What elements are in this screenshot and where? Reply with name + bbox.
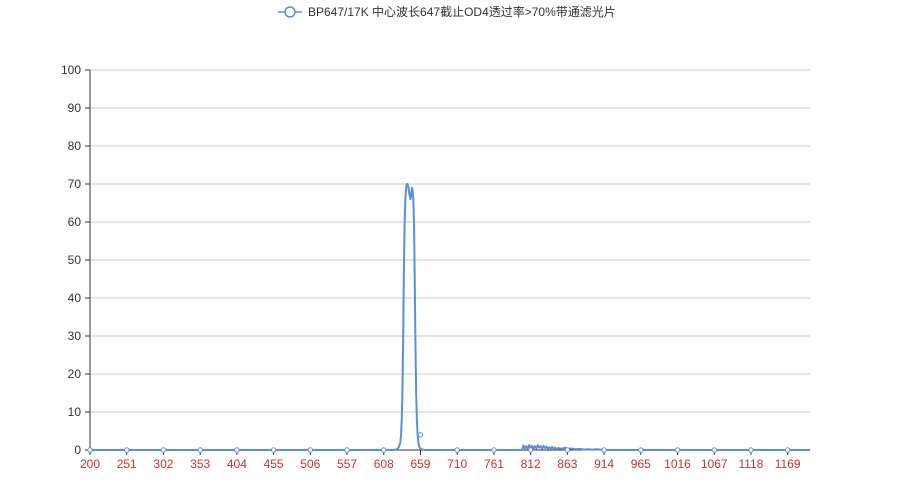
- x-tick-label: 1067: [701, 457, 728, 471]
- data-point[interactable]: [417, 432, 424, 438]
- legend[interactable]: BP647/17K 中心波长647截止OD4透过率>70%带通滤光片: [278, 4, 616, 19]
- y-tick-label: 40: [68, 291, 82, 305]
- data-point[interactable]: [270, 447, 277, 453]
- x-tick-label: 761: [484, 457, 504, 471]
- data-point[interactable]: [307, 447, 314, 453]
- point-markers: [87, 432, 791, 453]
- x-tick-label: 914: [594, 457, 614, 471]
- x-tick-label: 302: [153, 457, 173, 471]
- data-point[interactable]: [234, 447, 240, 453]
- data-point[interactable]: [784, 447, 791, 453]
- data-point[interactable]: [344, 447, 350, 453]
- x-tick-label: 251: [117, 457, 137, 471]
- y-axis: 0 10 20 30 40 50 60 70 80 90 100: [61, 63, 91, 457]
- x-tick-label: 404: [227, 457, 247, 471]
- x-tick-label: 1169: [775, 457, 801, 471]
- x-tick-label: 200: [80, 457, 100, 471]
- x-tick-label: 659: [410, 457, 430, 471]
- data-point[interactable]: [564, 447, 571, 453]
- x-tick-label: 1118: [738, 457, 763, 471]
- legend-series-label: BP647/17K 中心波长647截止OD4透过率>70%带通滤光片: [308, 4, 616, 19]
- y-tick-label: 100: [61, 63, 81, 77]
- x-tick-label: 812: [521, 457, 541, 471]
- data-point[interactable]: [748, 447, 754, 453]
- x-tick-label: 965: [631, 457, 651, 471]
- x-axis: 200 251 302 353 404 455 506 557 608 659 710 761 812 8…: [80, 449, 810, 471]
- x-tick-label: 557: [337, 457, 357, 471]
- y-tick-label: 70: [68, 177, 82, 191]
- data-point[interactable]: [381, 447, 387, 453]
- data-point[interactable]: [454, 447, 460, 453]
- y-tick-label: 50: [68, 253, 82, 267]
- x-tick-label: 710: [447, 457, 467, 471]
- legend-series-marker: [284, 6, 296, 18]
- y-tick-label: 60: [68, 215, 82, 229]
- x-tick-label: 353: [190, 457, 210, 471]
- y-tick-label: 10: [68, 405, 82, 419]
- data-point[interactable]: [601, 447, 607, 453]
- data-point[interactable]: [124, 447, 130, 453]
- data-point[interactable]: [491, 447, 497, 453]
- data-point[interactable]: [87, 447, 93, 453]
- data-point[interactable]: [638, 447, 644, 453]
- data-point[interactable]: [711, 447, 717, 453]
- data-point[interactable]: [674, 447, 681, 453]
- y-tick-label: 80: [68, 139, 82, 153]
- x-tick-label: 506: [300, 457, 320, 471]
- data-point[interactable]: [160, 447, 167, 453]
- y-tick-label: 0: [74, 443, 81, 457]
- series-line[interactable]: [90, 183, 810, 451]
- x-tick-label: 863: [557, 457, 577, 471]
- series-layer: [90, 183, 810, 451]
- x-tick-label: 1016: [664, 457, 691, 471]
- y-gridlines: [90, 69, 810, 413]
- data-point[interactable]: [527, 447, 534, 453]
- data-point[interactable]: [197, 447, 203, 453]
- y-tick-label: 20: [68, 367, 82, 381]
- x-tick-label: 455: [264, 457, 284, 471]
- y-tick-label: 30: [68, 329, 82, 343]
- y-tick-label: 90: [68, 101, 82, 115]
- x-tick-label: 608: [374, 457, 394, 471]
